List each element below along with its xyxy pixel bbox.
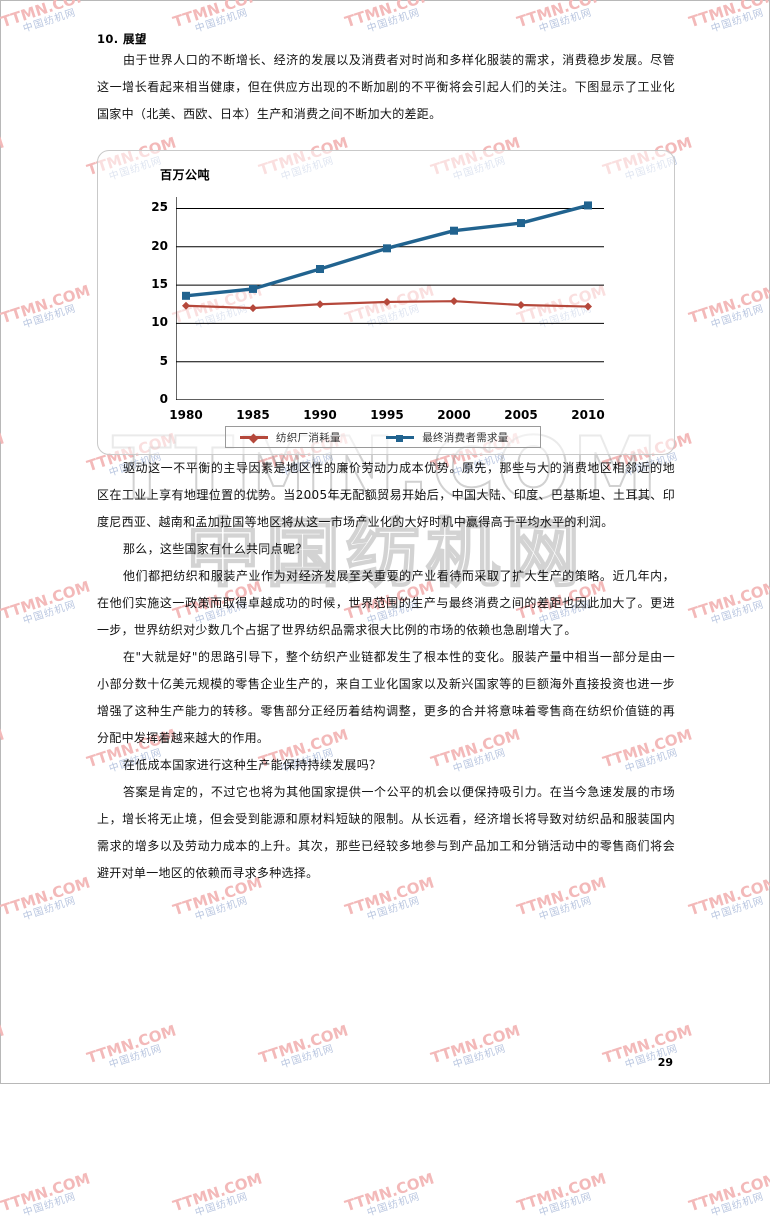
chart-y-tick-label: 20 — [151, 238, 168, 253]
chart-x-tick-label: 2000 — [437, 408, 471, 422]
paragraph-3: 那么，这些国家有什么共同点呢？ — [123, 542, 308, 556]
page-number: 29 — [657, 1056, 673, 1069]
chart-y-tick-label: 15 — [151, 277, 168, 292]
chart-y-tick-label: 25 — [151, 200, 168, 215]
chart-x-tick-label: 2010 — [571, 408, 605, 422]
chart-svg — [176, 197, 604, 400]
legend-item-mill-consumption: 纺织厂消耗量 — [226, 430, 372, 445]
chart-y-tick-label: 10 — [151, 315, 168, 330]
legend-item-consumer-demand: 最终消费者需求量 — [372, 430, 540, 445]
chart-legend: 纺织厂消耗量 最终消费者需求量 — [225, 426, 541, 448]
chart-x-tick-label: 1980 — [169, 408, 203, 422]
chart-y-tick-label: 5 — [159, 353, 168, 368]
chart-x-tick-label: 2005 — [504, 408, 538, 422]
legend-swatch-line — [386, 434, 415, 442]
paragraph-4: 他们都把纺织和服装产业作为对经济发展至关重要的产业看待而采取了扩大生产的策略。近… — [97, 569, 675, 637]
chart-data-point — [182, 301, 190, 310]
chart-data-point — [383, 297, 391, 306]
chart-data-point — [450, 297, 458, 306]
legend-swatch-line — [240, 433, 268, 443]
chart-data-point — [249, 304, 257, 313]
chart-data-point — [517, 219, 525, 228]
chart-data-point — [383, 244, 391, 253]
paragraph-1: 由于世界人口的不断增长、经济的发展以及消费者对时尚和多样化服装的需求，消费稳步发… — [97, 53, 675, 121]
chart-axis-title: 百万公吨 — [160, 168, 211, 182]
chart-data-point — [584, 201, 592, 210]
chart-container: 百万公吨 0 5 10 15 20 25 1980 1985 1990 1995 2000 2005… — [97, 150, 675, 455]
page-title: 10. 展望 — [97, 32, 147, 46]
paragraph-7: 答案是肯定的，不过它也将为其他国家提供一个公平的机会以便保持吸引力。在当今急速发… — [97, 785, 675, 880]
chart-data-point — [249, 284, 257, 293]
chart-data-point — [584, 302, 592, 311]
chart-data-point — [316, 300, 324, 309]
paragraph-5: 在"大就是好"的思路引导下，整个纺织产业链都发生了根本性的变化。服装产量中相当一… — [97, 650, 675, 745]
legend-marker — [396, 434, 404, 442]
legend-marker — [248, 433, 259, 443]
chart-x-tick-label: 1985 — [236, 408, 270, 422]
document-content: 10. 展望 由于世界人口的不断增长、经济的发展以及消费者对时尚和多样化服装的需… — [97, 1, 675, 887]
chart-data-point — [316, 265, 324, 274]
legend-label: 纺织厂消耗量 — [276, 431, 341, 444]
chart-data-point — [182, 291, 190, 300]
chart-data-point — [450, 226, 458, 235]
chart-x-tick-label: 1990 — [303, 408, 337, 422]
chart-data-point — [517, 301, 525, 310]
chart-y-tick-label: 0 — [159, 392, 168, 406]
legend-label: 最终消费者需求量 — [422, 431, 509, 444]
chart-x-tick-label: 1995 — [370, 408, 404, 422]
paragraph-2: 驱动这一不平衡的主导因素是地区性的廉价劳动力成本优势。原先，那些与大的消费地区相… — [97, 461, 675, 529]
paragraph-6: 在低成本国家进行这种生产能保持持续发展吗？ — [123, 758, 382, 772]
chart-plot-area — [176, 197, 604, 400]
